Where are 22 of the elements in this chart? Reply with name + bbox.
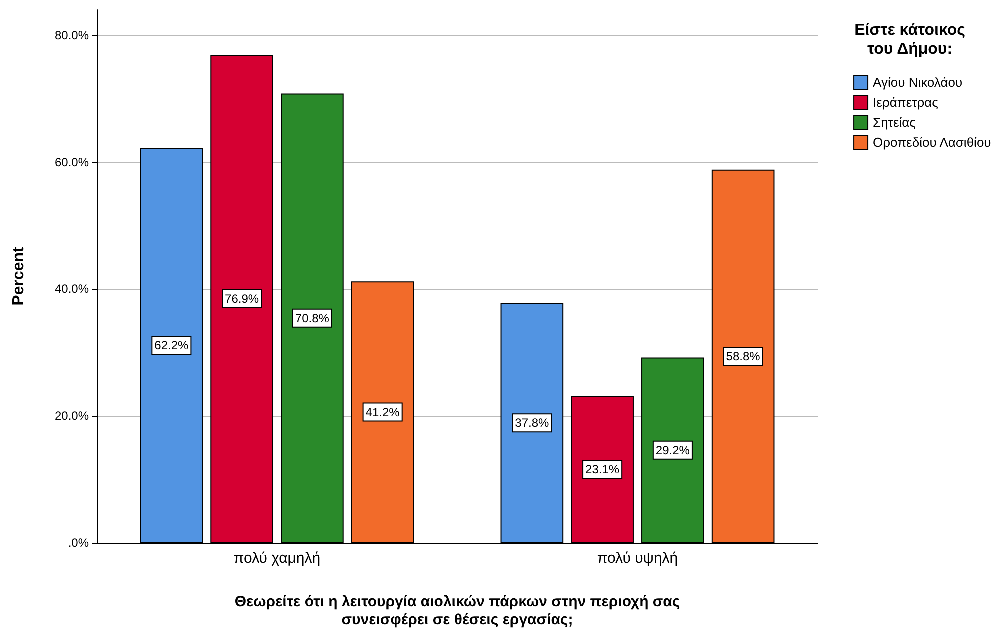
y-tick-label: 20.0%: [54, 409, 90, 424]
data-label: 58.8%: [726, 349, 761, 364]
y-tick-label: 40.0%: [54, 282, 90, 296]
legend-label: Αγίου Νικολάου: [873, 75, 963, 90]
data-label: 76.9%: [225, 292, 260, 306]
y-axis-title: Percent: [10, 246, 28, 306]
data-label: 23.1%: [586, 462, 620, 477]
data-label: 37.8%: [515, 416, 550, 430]
legend-label: Ιεράπετρας: [873, 95, 938, 110]
legend-label: Οροπεδίου Λασιθίου: [873, 135, 992, 150]
data-label: 29.2%: [656, 443, 690, 458]
y-tick-label: .0%: [68, 536, 90, 550]
legend-label: Σητείας: [873, 115, 916, 130]
y-tick-label: 60.0%: [54, 155, 90, 170]
data-label: 62.2%: [154, 338, 190, 353]
data-label: 41.2%: [366, 405, 400, 420]
x-tick-label: πολύ χαμηλή: [234, 550, 321, 567]
y-tick-label: 80.0%: [54, 28, 90, 42]
x-tick-label: πολύ υψηλή: [597, 550, 678, 567]
x-axis-title: Θεωρείτε ότι η λειτουργία αιολικών πάρκων στην περιοχή σας συνεισφέρει σε θέσεις εργασίας;: [234, 594, 680, 628]
legend-title: Είστε κάτοικος του Δήμου:: [854, 22, 966, 58]
data-label: 70.8%: [295, 311, 330, 326]
